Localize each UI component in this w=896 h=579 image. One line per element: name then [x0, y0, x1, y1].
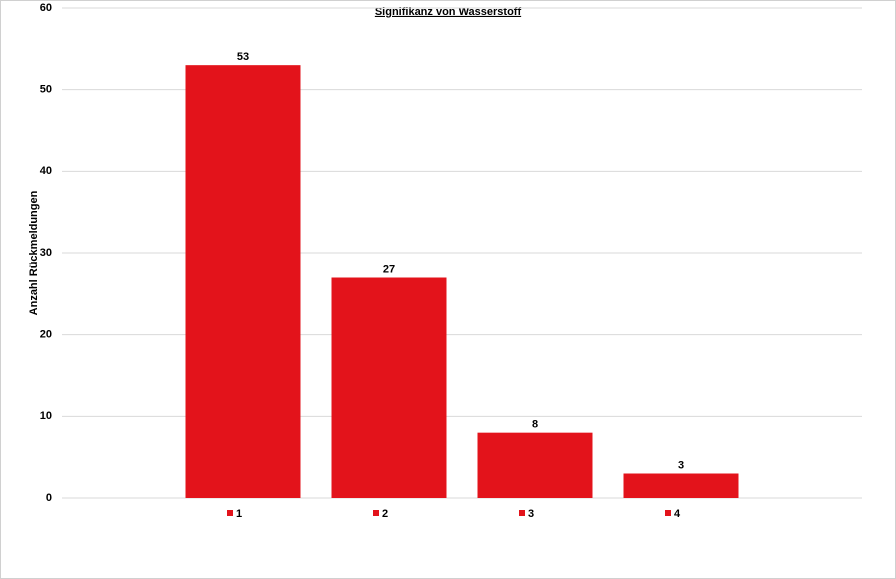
y-tick-label: 30	[40, 247, 52, 259]
category-marker	[665, 510, 671, 516]
data-label: 8	[532, 419, 538, 431]
chart-title: Signifikanz von Wasserstoff	[375, 6, 522, 18]
y-axis-label: Anzahl Rückmeldungen	[28, 190, 40, 315]
category-marker	[519, 510, 525, 516]
bar	[331, 277, 447, 498]
y-tick-label: 60	[40, 2, 52, 14]
data-label: 27	[383, 263, 395, 275]
x-tick-label: 3	[528, 508, 534, 520]
bar	[185, 65, 301, 499]
y-tick-label: 20	[40, 329, 52, 341]
y-tick-label: 10	[40, 410, 52, 422]
category-marker	[227, 510, 233, 516]
y-tick-label: 50	[40, 84, 52, 96]
bar	[623, 473, 739, 498]
bar	[477, 432, 593, 498]
y-tick-label: 40	[40, 165, 52, 177]
category-marker	[373, 510, 379, 516]
x-tick-label: 2	[382, 508, 388, 520]
x-tick-label: 4	[674, 508, 681, 520]
data-label: 53	[237, 51, 249, 63]
x-tick-label: 1	[236, 508, 242, 520]
data-label: 3	[678, 459, 684, 471]
y-tick-label: 0	[46, 492, 52, 504]
